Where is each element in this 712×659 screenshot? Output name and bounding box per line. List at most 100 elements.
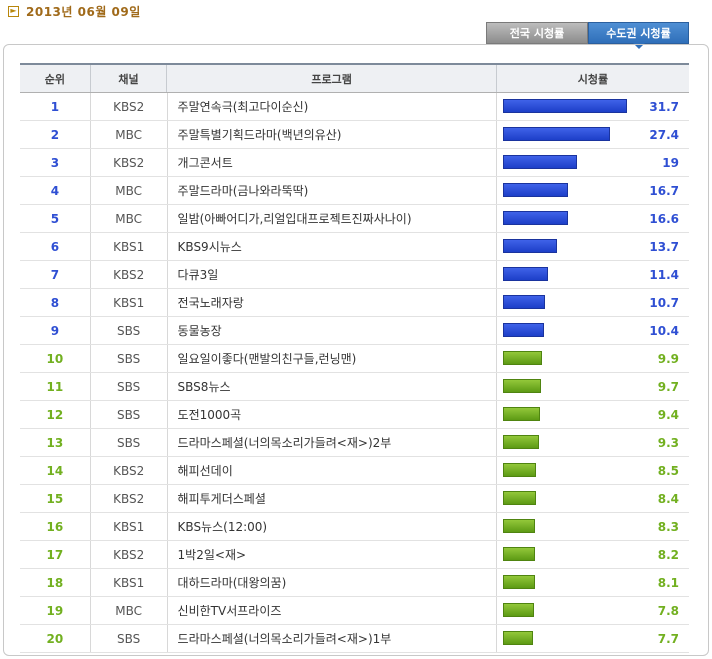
table-row: 12 SBS 도전1000곡 9.4 bbox=[20, 401, 689, 429]
channel-cell: KBS1 bbox=[89, 513, 167, 540]
channel-cell: MBC bbox=[89, 177, 167, 204]
program-cell: 개그콘서트 bbox=[166, 149, 496, 176]
channel-cell: KBS2 bbox=[89, 457, 167, 484]
program-cell: 도전1000곡 bbox=[166, 401, 496, 428]
rating-bar bbox=[502, 491, 536, 505]
program-cell: KBS9시뉴스 bbox=[166, 233, 496, 260]
rating-bar bbox=[502, 99, 627, 113]
date-label: 2013년 06월 09일 bbox=[26, 4, 141, 19]
rating-cell: 8.2 bbox=[495, 541, 689, 568]
rating-cell: 7.8 bbox=[495, 597, 689, 624]
rating-bar bbox=[502, 351, 542, 365]
rating-bar bbox=[502, 183, 568, 197]
rating-bar bbox=[502, 379, 541, 393]
table-row: 10 SBS 일요일이좋다(맨발의친구들,런닝맨) 9.9 bbox=[20, 345, 689, 373]
program-cell: KBS뉴스(12:00) bbox=[166, 513, 496, 540]
rating-value: 11.4 bbox=[649, 267, 679, 282]
channel-cell: KBS2 bbox=[89, 485, 167, 512]
table-row: 6 KBS1 KBS9시뉴스 13.7 bbox=[20, 233, 689, 261]
program-cell: 드라마스페셜(너의목소리가들려<재>)2부 bbox=[166, 429, 496, 456]
rating-cell: 9.7 bbox=[495, 373, 689, 400]
program-cell: 주말드라마(금나와라뚝딱) bbox=[166, 177, 496, 204]
col-header-program: 프로그램 bbox=[166, 65, 496, 92]
rating-bar bbox=[502, 155, 577, 169]
rating-value: 19 bbox=[662, 155, 679, 170]
rank-cell: 2 bbox=[50, 127, 60, 142]
rating-cell: 13.7 bbox=[495, 233, 689, 260]
program-cell: 주말특별기획드라마(백년의유산) bbox=[166, 121, 496, 148]
rating-value: 9.9 bbox=[657, 351, 679, 366]
channel-cell: SBS bbox=[89, 373, 167, 400]
rating-bar bbox=[502, 435, 539, 449]
table-row: 4 MBC 주말드라마(금나와라뚝딱) 16.7 bbox=[20, 177, 689, 205]
table-row: 8 KBS1 전국노래자랑 10.7 bbox=[20, 289, 689, 317]
rating-bar bbox=[502, 547, 535, 561]
program-cell: SBS8뉴스 bbox=[166, 373, 496, 400]
rank-cell: 14 bbox=[46, 463, 64, 478]
tab-metro-label: 수도권 시청률 bbox=[606, 27, 671, 40]
program-cell: 대하드라마(대왕의꿈) bbox=[166, 569, 496, 596]
rating-value: 9.3 bbox=[657, 435, 679, 450]
table-row: 17 KBS2 1박2일<재> 8.2 bbox=[20, 541, 689, 569]
rating-bar bbox=[502, 323, 544, 337]
channel-cell: KBS2 bbox=[89, 93, 167, 120]
rating-cell: 10.7 bbox=[495, 289, 689, 316]
table-row: 18 KBS1 대하드라마(대왕의꿈) 8.1 bbox=[20, 569, 689, 597]
rating-bar bbox=[502, 519, 535, 533]
channel-cell: KBS1 bbox=[89, 233, 167, 260]
rank-cell: 13 bbox=[46, 435, 64, 450]
table-row: 14 KBS2 해피선데이 8.5 bbox=[20, 457, 689, 485]
rating-bar bbox=[502, 575, 535, 589]
table-body: 1 KBS2 주말연속극(최고다이순신) 31.7 2 MBC 주말특별기획드라마(백년의유… bbox=[20, 93, 689, 653]
rank-cell: 15 bbox=[46, 491, 64, 506]
col-header-channel: 채널 bbox=[89, 65, 167, 92]
channel-cell: SBS bbox=[89, 429, 167, 456]
rank-cell: 12 bbox=[46, 407, 64, 422]
rating-value: 7.8 bbox=[657, 603, 679, 618]
rating-value: 16.6 bbox=[649, 211, 679, 226]
program-cell: 신비한TV서프라이즈 bbox=[166, 597, 496, 624]
rating-bar bbox=[502, 295, 545, 309]
rank-cell: 11 bbox=[46, 379, 64, 394]
rating-cell: 9.9 bbox=[495, 345, 689, 372]
rating-value: 8.4 bbox=[657, 491, 679, 506]
col-header-rank: 순위 bbox=[44, 72, 65, 86]
tab-metro-ratings[interactable]: 수도권 시청률 bbox=[588, 22, 689, 49]
rating-bar bbox=[502, 239, 557, 253]
program-cell: 해피선데이 bbox=[166, 457, 496, 484]
rating-cell: 8.1 bbox=[495, 569, 689, 596]
table-row: 7 KBS2 다큐3일 11.4 bbox=[20, 261, 689, 289]
program-cell: 해피투게더스페셜 bbox=[166, 485, 496, 512]
ratings-panel bbox=[3, 44, 709, 656]
table-row: 20 SBS 드라마스페셜(너의목소리가들려<재>)1부 7.7 bbox=[20, 625, 689, 653]
rating-value: 27.4 bbox=[649, 127, 679, 142]
rating-value: 16.7 bbox=[649, 183, 679, 198]
rank-cell: 3 bbox=[50, 155, 60, 170]
rating-value: 8.2 bbox=[657, 547, 679, 562]
channel-cell: SBS bbox=[89, 401, 167, 428]
program-cell: 드라마스페셜(너의목소리가들려<재>)1부 bbox=[166, 625, 496, 652]
rating-bar bbox=[502, 267, 548, 281]
channel-cell: MBC bbox=[89, 597, 167, 624]
col-header-rating: 시청률 bbox=[495, 65, 689, 92]
tab-national-ratings[interactable]: 전국 시청률 bbox=[486, 22, 588, 44]
channel-cell: KBS1 bbox=[89, 569, 167, 596]
rating-cell: 7.7 bbox=[495, 625, 689, 652]
table-row: 9 SBS 동물농장 10.4 bbox=[20, 317, 689, 345]
table-row: 1 KBS2 주말연속극(최고다이순신) 31.7 bbox=[20, 93, 689, 121]
program-cell: 전국노래자랑 bbox=[166, 289, 496, 316]
rating-cell: 27.4 bbox=[495, 121, 689, 148]
rating-bar bbox=[502, 463, 536, 477]
table-row: 11 SBS SBS8뉴스 9.7 bbox=[20, 373, 689, 401]
rank-cell: 8 bbox=[50, 295, 60, 310]
rating-value: 8.1 bbox=[657, 575, 679, 590]
rating-value: 9.7 bbox=[657, 379, 679, 394]
channel-cell: SBS bbox=[89, 625, 167, 652]
program-cell: 일밤(아빠어디가,리얼입대프로젝트진짜사나이) bbox=[166, 205, 496, 232]
rank-cell: 7 bbox=[50, 267, 60, 282]
channel-cell: KBS1 bbox=[89, 289, 167, 316]
rating-bar bbox=[502, 127, 610, 141]
program-cell: 다큐3일 bbox=[166, 261, 496, 288]
rating-value: 8.5 bbox=[657, 463, 679, 478]
rating-bar bbox=[502, 631, 533, 645]
